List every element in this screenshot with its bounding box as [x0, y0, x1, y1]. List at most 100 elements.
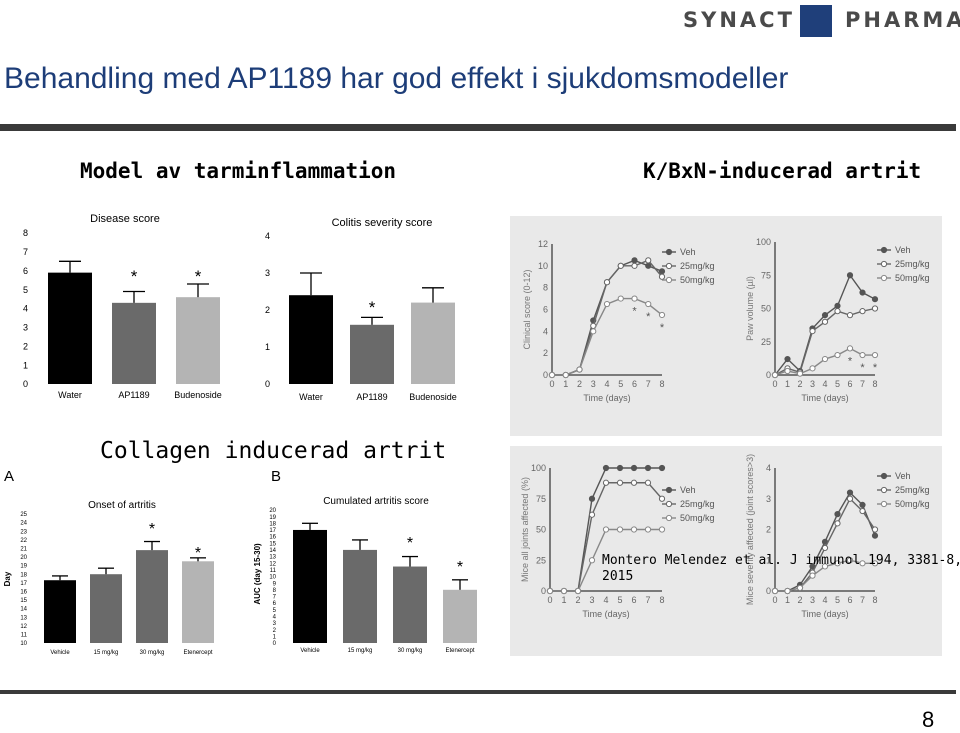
x-axis-label: Time (days): [801, 609, 848, 619]
data-point: [859, 289, 866, 296]
y-axis-label: Clinical score (0-12): [522, 269, 532, 349]
panel-label-a: A: [4, 468, 15, 485]
x-tick-label: 0: [549, 379, 554, 389]
y-tick-label: 22: [20, 538, 27, 544]
data-point: [809, 365, 816, 372]
x-tick-label: 7: [860, 379, 865, 389]
x-tick-label: 6: [847, 595, 852, 605]
significance-marker: *: [149, 521, 155, 538]
legend-marker: [880, 472, 888, 480]
data-point: [834, 308, 841, 315]
y-tick-label: 20: [20, 555, 27, 561]
data-point: [809, 328, 816, 335]
significance-marker: *: [873, 362, 878, 374]
y-tick-label: 4: [543, 326, 548, 336]
y-tick-label: 6: [23, 266, 28, 276]
y-tick-label: 12: [538, 239, 548, 249]
bar: [90, 574, 122, 643]
y-tick-label: 0: [265, 379, 270, 389]
data-point: [645, 300, 652, 308]
y-tick-label: 19: [269, 515, 276, 521]
legend-label: 50mg/kg: [895, 273, 930, 283]
legend-marker: [880, 500, 888, 508]
data-point: [871, 560, 879, 567]
x-tick-label: 8: [659, 379, 664, 389]
legend-label: 25mg/kg: [680, 261, 715, 271]
y-tick-label: 75: [761, 270, 771, 280]
data-point: [603, 279, 611, 286]
data-point: [821, 355, 829, 363]
significance-marker: *: [660, 322, 665, 334]
y-tick-label: 6: [543, 305, 548, 315]
data-point: [616, 464, 624, 472]
y-tick-label: 12: [20, 624, 27, 630]
y-tick-label: 14: [20, 607, 27, 613]
y-tick-label: 12: [269, 561, 276, 567]
significance-marker: *: [632, 306, 637, 318]
data-point: [602, 479, 610, 486]
x-tick-label: 0: [547, 595, 552, 605]
bar: [393, 566, 427, 643]
legend-marker: [665, 500, 673, 508]
data-point: [631, 262, 638, 269]
x-tick-label: 7: [646, 379, 651, 389]
y-tick-label: 2: [543, 348, 548, 358]
data-point: [846, 312, 854, 319]
data-point: [602, 526, 610, 533]
disease-score-chart: Disease score 0 1 2 3 4 5 6 7 8 Water * AP1189 * Bude…: [23, 213, 222, 400]
y-tick-label: 4: [273, 615, 277, 621]
x-tick-label: 8: [872, 379, 877, 389]
bar: [176, 297, 220, 384]
data-point: [771, 587, 779, 595]
y-tick-label: 5: [273, 608, 277, 614]
data-point: [821, 563, 829, 570]
y-tick-label: 1: [23, 360, 28, 370]
data-point: [846, 495, 854, 502]
bar: [411, 302, 455, 384]
legend-marker: [880, 260, 888, 268]
bar: [443, 589, 477, 643]
y-tick-label: 100: [531, 463, 546, 473]
data-point: [871, 526, 879, 533]
legend-label: 25mg/kg: [680, 499, 715, 509]
data-point: [846, 489, 854, 496]
bar: [182, 561, 214, 643]
data-point: [821, 318, 829, 325]
x-tick-label: 5: [618, 379, 623, 389]
legend-label: Veh: [895, 471, 911, 481]
legend-label: 50mg/kg: [895, 499, 930, 509]
data-point: [645, 257, 652, 264]
x-axis-label: Time (days): [582, 609, 629, 619]
legend-marker: [665, 248, 673, 256]
citation-line-1: Montero Melendez et al. J immunol 194, 3…: [602, 553, 960, 568]
y-tick-label: 14: [269, 548, 276, 554]
legend-marker: [665, 276, 673, 284]
significance-marker: *: [195, 267, 202, 286]
x-category-label: Vehicle: [300, 648, 320, 654]
legend-label: Veh: [895, 245, 911, 255]
data-point: [859, 308, 866, 315]
y-tick-label: 17: [20, 581, 27, 587]
y-tick-label: 75: [536, 494, 546, 504]
y-tick-label: 15: [269, 541, 276, 547]
logo-pharma: PHARMA: [845, 8, 960, 32]
data-point: [644, 479, 652, 486]
significance-marker: *: [646, 311, 651, 323]
data-point: [630, 526, 638, 533]
y-tick-label: 9: [273, 581, 277, 587]
onset-of-arthritis-chart: Onset of artritis Day 10 11 12 13 14 15 16 17 18…: [3, 500, 214, 656]
y-tick-label: 50: [536, 525, 546, 535]
y-tick-label: 10: [20, 641, 27, 647]
data-point: [859, 501, 866, 509]
bar: [44, 580, 76, 643]
y-tick-label: 4: [265, 231, 270, 241]
x-category-label: Budenoside: [174, 390, 222, 400]
data-point: [784, 355, 791, 363]
y-tick-label: 0: [766, 586, 771, 596]
data-point: [603, 300, 611, 308]
y-tick-label: 3: [273, 621, 277, 627]
x-tick-label: 1: [563, 379, 568, 389]
x-tick-label: 0: [772, 595, 777, 605]
y-tick-label: 18: [269, 521, 276, 527]
